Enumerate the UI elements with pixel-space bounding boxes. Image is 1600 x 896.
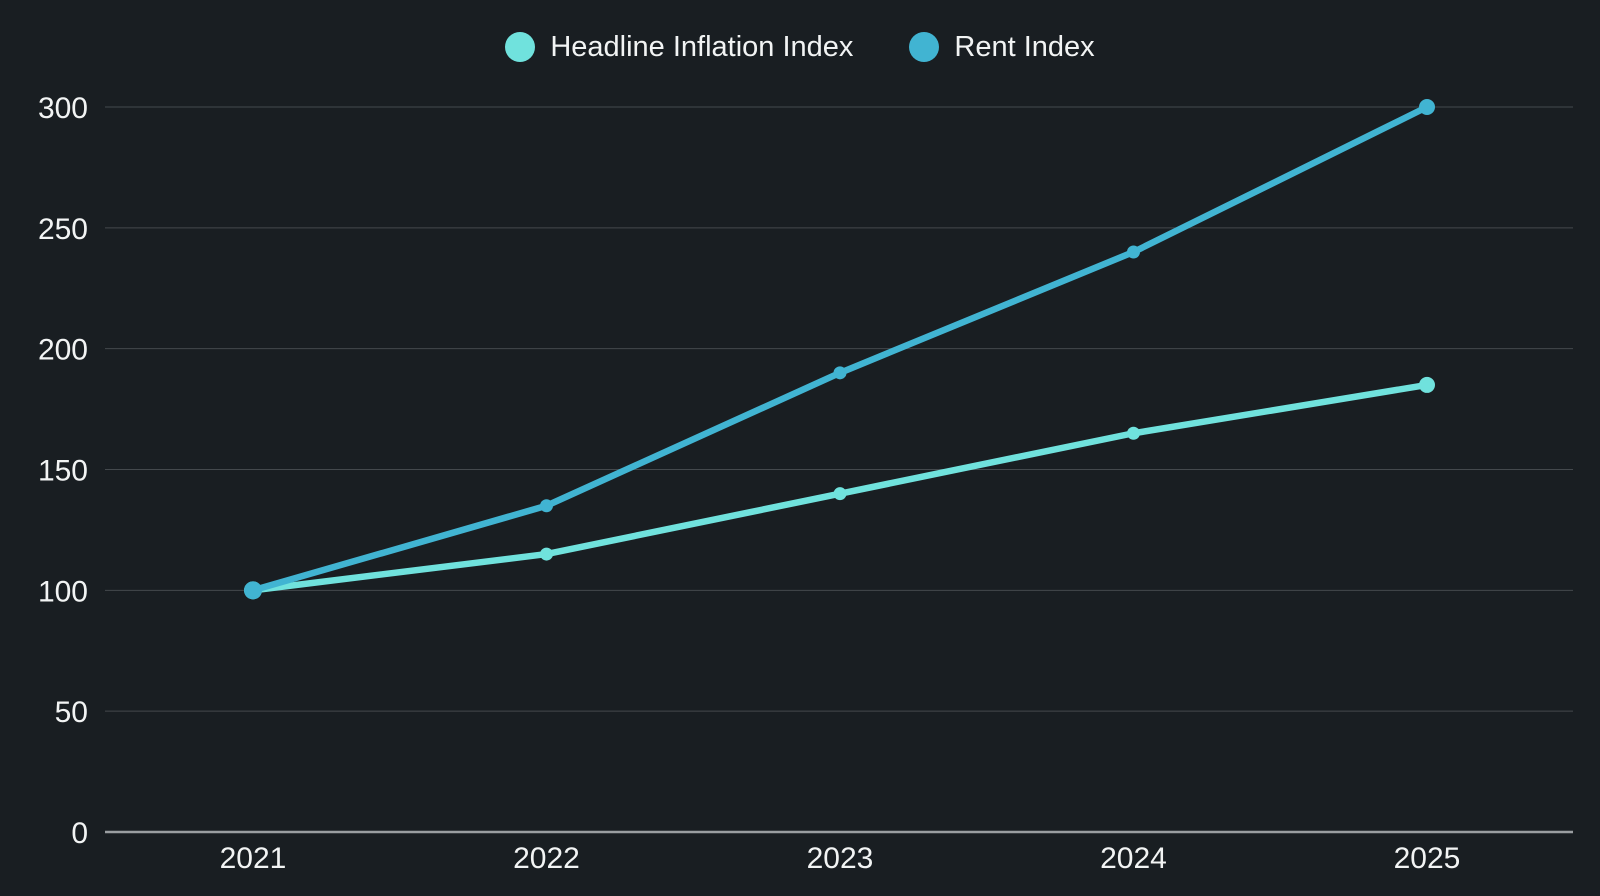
data-point-rent-index-2024[interactable] — [1127, 245, 1140, 259]
y-tick-label: 50 — [55, 696, 88, 729]
x-tick-label: 2025 — [1394, 842, 1461, 875]
y-tick-label: 150 — [38, 455, 88, 488]
y-tick-label: 0 — [71, 817, 88, 850]
y-tick-label: 250 — [38, 213, 88, 246]
legend-dot-rent-icon — [909, 32, 940, 62]
legend-label-rent: Rent Index — [954, 30, 1095, 63]
x-tick-label: 2022 — [513, 842, 580, 875]
legend-label-headline: Headline Inflation Index — [550, 30, 854, 63]
data-point-rent-index-2025[interactable] — [1419, 99, 1435, 115]
y-tick-label: 300 — [38, 92, 88, 125]
legend-dot-headline-icon — [505, 32, 536, 62]
data-point-headline-inflation-index-2023[interactable] — [833, 487, 847, 501]
data-point-headline-inflation-index-2025[interactable] — [1419, 376, 1435, 393]
data-point-rent-index-2022[interactable] — [540, 499, 553, 513]
y-tick-label: 200 — [38, 334, 88, 367]
data-point-headline-inflation-index-2024[interactable] — [1127, 426, 1140, 440]
legend-item-headline-inflation-index[interactable]: Headline Inflation Index — [505, 32, 853, 62]
y-tick-label: 100 — [38, 575, 88, 608]
data-point-rent-index-2023[interactable] — [833, 366, 847, 380]
legend: Headline Inflation Index Rent Index — [0, 32, 1600, 62]
x-tick-label: 2021 — [220, 842, 287, 875]
data-point-rent-index-2021[interactable] — [244, 581, 262, 600]
x-tick-label: 2023 — [807, 842, 874, 875]
legend-item-rent-index[interactable]: Rent Index — [909, 30, 1095, 63]
x-tick-label: 2024 — [1100, 842, 1167, 875]
data-point-headline-inflation-index-2022[interactable] — [540, 547, 553, 561]
